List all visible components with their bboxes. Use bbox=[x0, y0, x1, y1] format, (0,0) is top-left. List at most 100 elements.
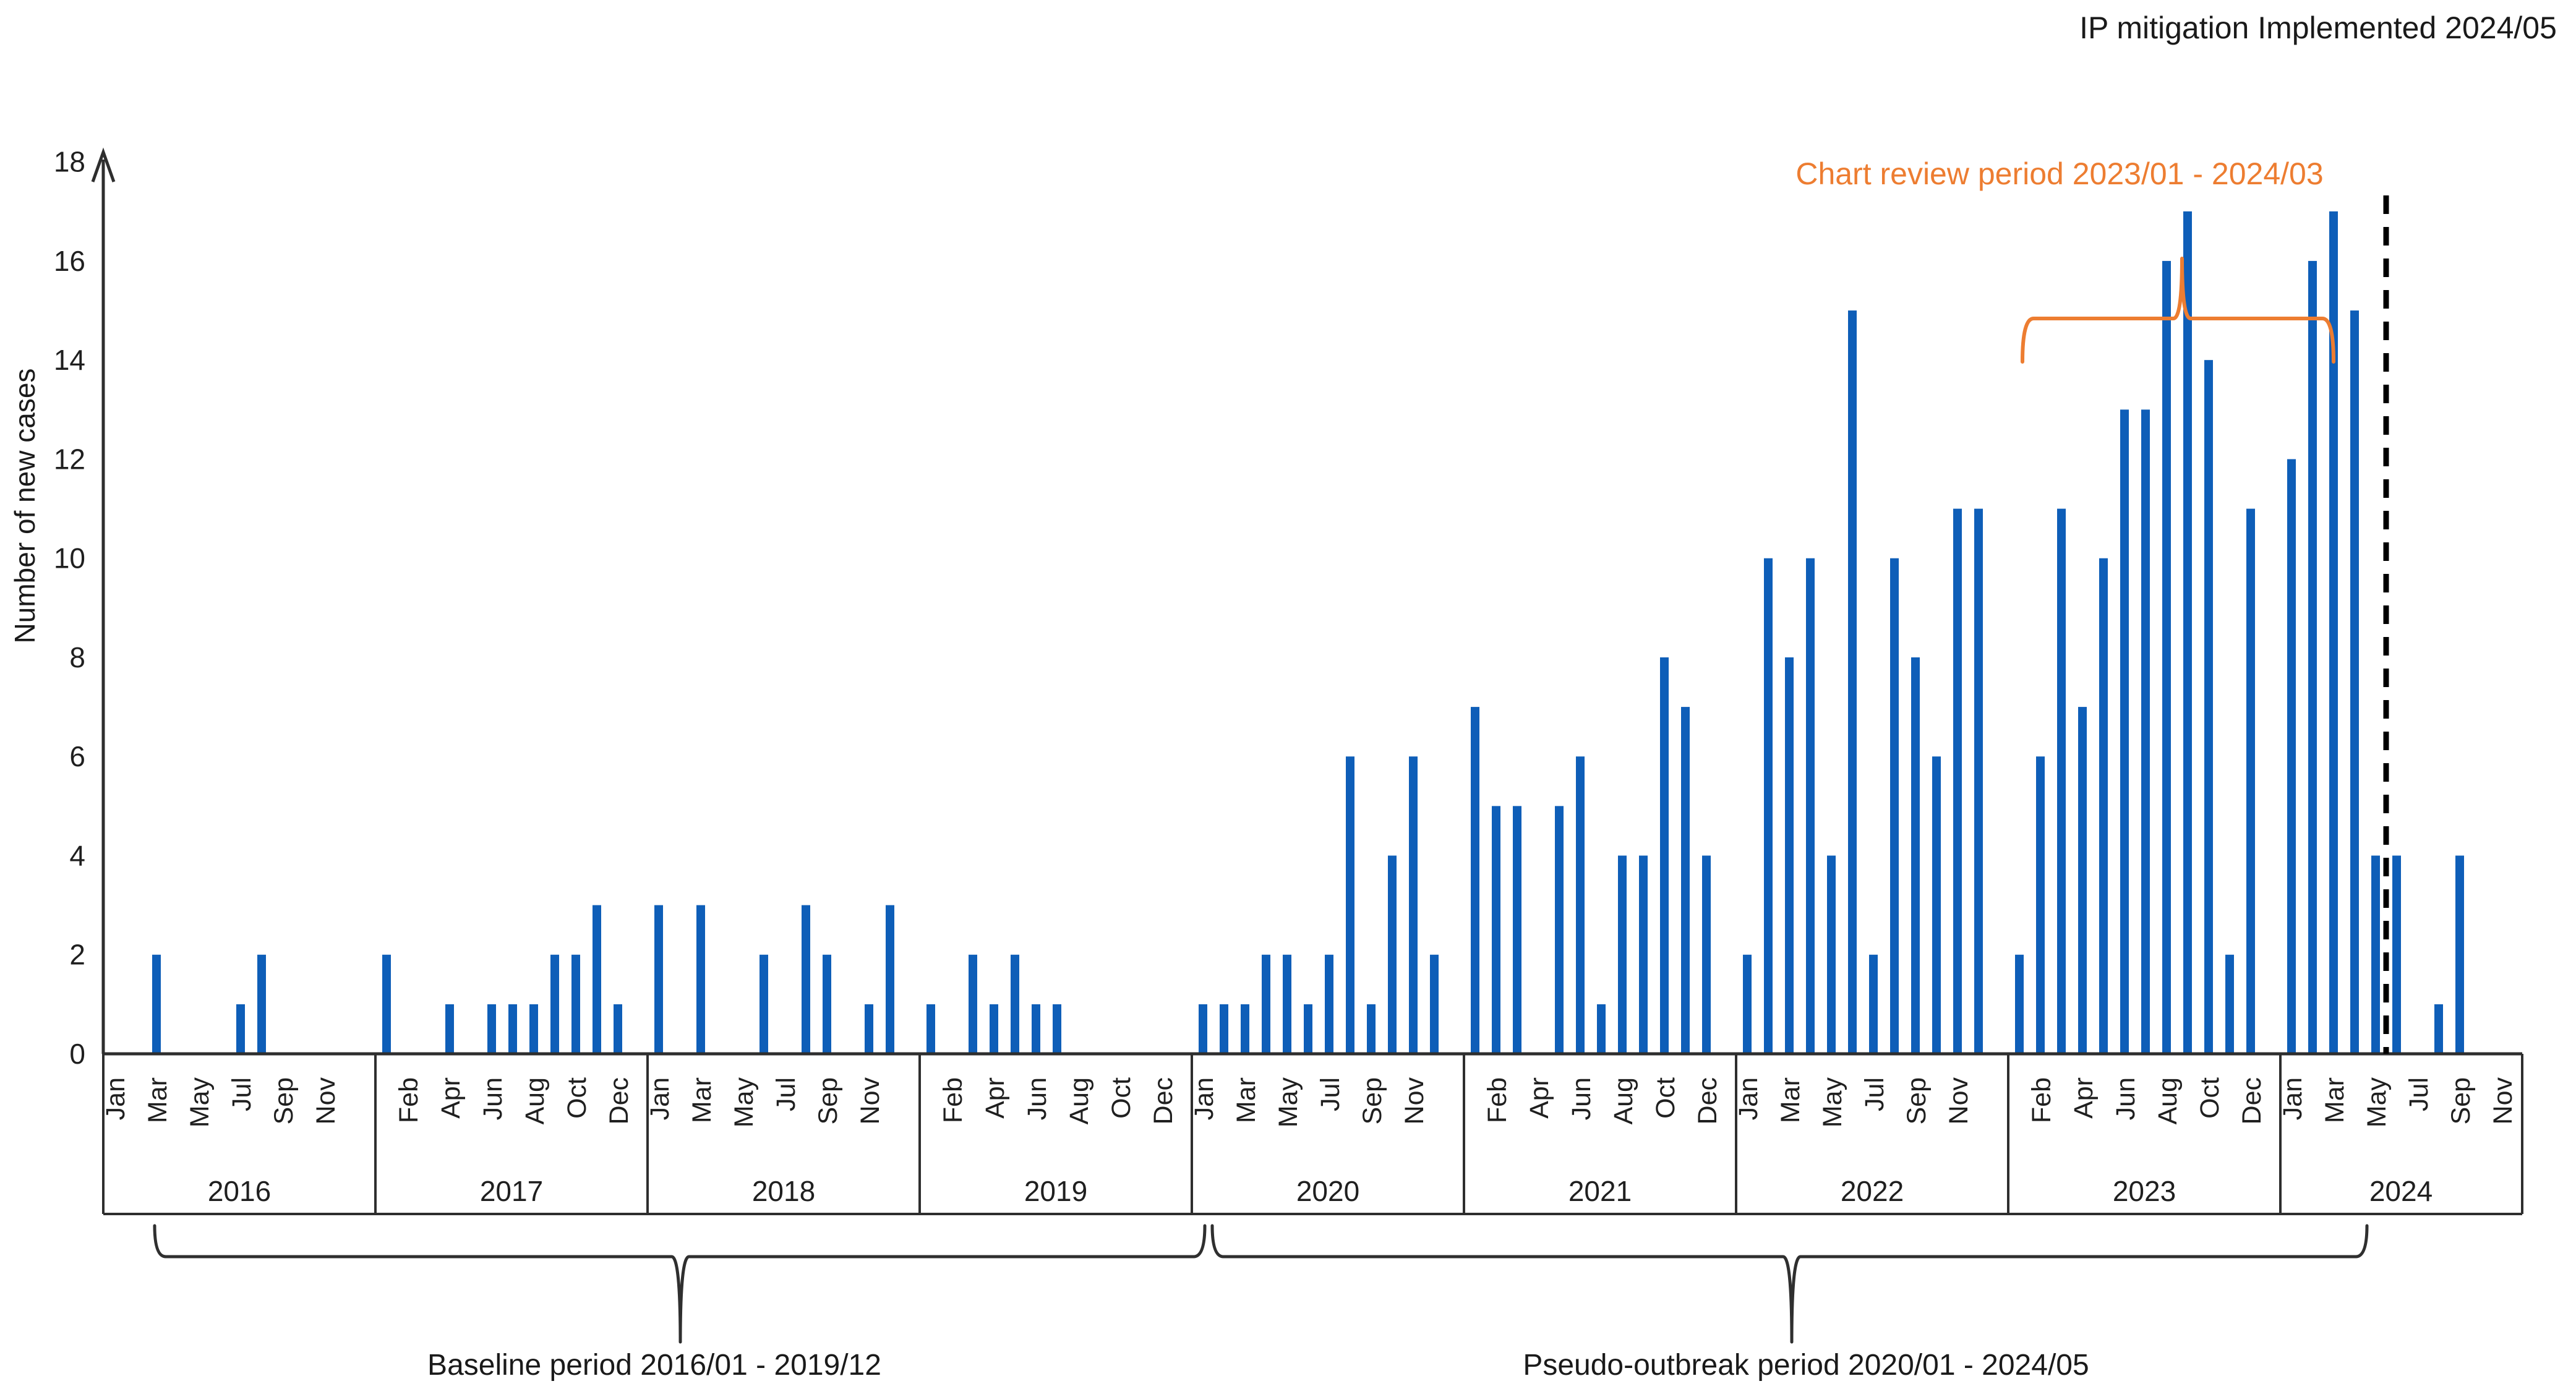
x-tick-label-2017-Aug: Aug bbox=[520, 1077, 550, 1125]
y-tick-label-6: 6 bbox=[69, 740, 85, 772]
x-tick-label-2017-Jun: Jun bbox=[478, 1077, 508, 1120]
bar-2020-Dec bbox=[1430, 954, 1439, 1054]
x-tick-label-2016-Sep: Sep bbox=[269, 1077, 299, 1125]
bar-2018-Dec bbox=[886, 905, 894, 1054]
y-tick-label-0: 0 bbox=[69, 1038, 85, 1070]
bar-2024-Jun bbox=[2392, 855, 2401, 1054]
bar-2020-Feb bbox=[1220, 1004, 1228, 1054]
year-label-2016: 2016 bbox=[208, 1175, 271, 1207]
y-tick-label-2: 2 bbox=[69, 939, 85, 971]
bar-2022-Jul bbox=[1869, 954, 1878, 1054]
bar-2022-Sep bbox=[1911, 657, 1920, 1054]
bar-2021-Oct bbox=[1660, 657, 1669, 1054]
bar-2018-Jun bbox=[760, 954, 768, 1054]
bar-2017-Jun bbox=[487, 1004, 496, 1054]
year-label-2019: 2019 bbox=[1024, 1175, 1087, 1207]
bar-2021-Jan bbox=[1471, 707, 1479, 1054]
year-label-2024: 2024 bbox=[2369, 1175, 2433, 1207]
bar-2021-Jul bbox=[1597, 1004, 1606, 1054]
bar-2017-Nov bbox=[593, 905, 601, 1054]
bar-2023-Jun bbox=[2120, 409, 2129, 1054]
x-tick-label-2021-Apr: Apr bbox=[1525, 1077, 1554, 1119]
x-tick-label-2018-Sep: Sep bbox=[813, 1077, 843, 1125]
bar-2021-May bbox=[1555, 806, 1564, 1054]
bar-2022-Feb bbox=[1764, 558, 1773, 1054]
x-tick-label-2018-Jan: Jan bbox=[645, 1077, 675, 1120]
y-tick-label-18: 18 bbox=[54, 146, 85, 178]
bar-2018-Jan bbox=[654, 905, 663, 1054]
x-tick-label-2023-Aug: Aug bbox=[2153, 1077, 2183, 1125]
bar-2024-Mar bbox=[2329, 211, 2338, 1054]
year-label-2021: 2021 bbox=[1568, 1175, 1632, 1207]
bar-2017-Aug bbox=[529, 1004, 538, 1054]
y-tick-label-12: 12 bbox=[54, 443, 85, 475]
baseline-period-brace bbox=[153, 1224, 1207, 1344]
x-tick-label-2021-Oct: Oct bbox=[1651, 1077, 1680, 1119]
year-label-2018: 2018 bbox=[752, 1175, 815, 1207]
bar-2024-Jan bbox=[2287, 459, 2296, 1054]
x-tick-label-2023-Oct: Oct bbox=[2195, 1077, 2225, 1119]
x-tick-label-2022-Nov: Nov bbox=[1944, 1077, 1974, 1125]
x-tick-label-2023-Feb: Feb bbox=[2027, 1077, 2056, 1123]
bar-2022-Jan bbox=[1743, 954, 1752, 1054]
bar-2017-Dec bbox=[614, 1004, 622, 1054]
y-tick-label-16: 16 bbox=[54, 245, 85, 277]
x-tick-label-2024-Sep: Sep bbox=[2446, 1077, 2476, 1125]
x-tick-label-2016-Nov: Nov bbox=[311, 1077, 341, 1125]
bar-2022-Nov bbox=[1953, 508, 1962, 1054]
bar-2024-Aug bbox=[2434, 1004, 2443, 1054]
bar-2017-Apr bbox=[445, 1004, 454, 1054]
bar-2022-May bbox=[1827, 855, 1836, 1054]
bar-2016-Aug bbox=[257, 954, 266, 1054]
year-label-2023: 2023 bbox=[2113, 1175, 2176, 1207]
bar-2022-Jun bbox=[1848, 310, 1857, 1054]
bar-2018-Aug bbox=[802, 905, 810, 1054]
bar-2019-Apr bbox=[990, 1004, 998, 1054]
bar-2020-Aug bbox=[1346, 756, 1354, 1054]
x-tick-label-2018-May: May bbox=[729, 1077, 759, 1128]
bar-2020-May bbox=[1283, 954, 1291, 1054]
bar-2023-Apr bbox=[2078, 707, 2087, 1054]
bar-2018-Sep bbox=[823, 954, 831, 1054]
bar-2017-Jan bbox=[382, 954, 391, 1054]
bar-2016-Mar bbox=[152, 954, 161, 1054]
year-label-2017: 2017 bbox=[480, 1175, 543, 1207]
x-tick-label-2021-Aug: Aug bbox=[1609, 1077, 1638, 1125]
y-tick-label-4: 4 bbox=[69, 839, 85, 871]
x-tick-label-2018-Nov: Nov bbox=[855, 1077, 885, 1125]
bar-2019-Jun bbox=[1032, 1004, 1040, 1054]
bar-2023-Sep bbox=[2183, 211, 2192, 1054]
y-tick-label-10: 10 bbox=[54, 542, 85, 575]
x-tick-label-2019-Feb: Feb bbox=[938, 1077, 968, 1123]
bar-2017-Oct bbox=[571, 954, 580, 1054]
bar-2020-Apr bbox=[1262, 954, 1270, 1054]
x-tick-label-2022-Sep: Sep bbox=[1902, 1077, 1932, 1125]
bar-2023-Jan bbox=[2015, 954, 2024, 1054]
x-tick-label-2016-Mar: Mar bbox=[143, 1077, 173, 1123]
year-label-2020: 2020 bbox=[1296, 1175, 1359, 1207]
x-tick-label-2017-Dec: Dec bbox=[604, 1077, 634, 1124]
bar-2023-Nov bbox=[2225, 954, 2234, 1054]
bar-2023-Aug bbox=[2162, 260, 2171, 1054]
y-tick-label-8: 8 bbox=[69, 641, 85, 673]
x-tick-label-2016-Jul: Jul bbox=[227, 1077, 257, 1111]
x-tick-label-2022-Jan: Jan bbox=[1734, 1077, 1763, 1120]
bar-2019-May bbox=[1011, 954, 1019, 1054]
x-tick-label-2017-Apr: Apr bbox=[436, 1077, 466, 1119]
bar-2018-Nov bbox=[865, 1004, 873, 1054]
x-tick-label-2024-Jan: Jan bbox=[2278, 1077, 2308, 1120]
x-tick-label-2022-May: May bbox=[1818, 1077, 1847, 1128]
y-axis-arrowhead-icon bbox=[91, 147, 116, 182]
y-tick-label-14: 14 bbox=[54, 344, 85, 376]
bar-2024-Sep bbox=[2455, 855, 2464, 1054]
x-tick-label-2022-Jul: Jul bbox=[1860, 1077, 1889, 1111]
baseline-period-label: Baseline period 2016/01 - 2019/12 bbox=[427, 1349, 881, 1382]
pseudo-outbreak-period-brace bbox=[1210, 1224, 2369, 1344]
pseudo-outbreak-period-label: Pseudo-outbreak period 2020/01 - 2024/05 bbox=[1523, 1349, 2089, 1382]
bar-2020-Nov bbox=[1409, 756, 1418, 1054]
bar-2023-Dec bbox=[2246, 508, 2255, 1054]
x-tick-label-2018-Jul: Jul bbox=[771, 1077, 801, 1111]
bar-2017-Jul bbox=[508, 1004, 517, 1054]
x-tick-label-2017-Feb: Feb bbox=[394, 1077, 424, 1123]
